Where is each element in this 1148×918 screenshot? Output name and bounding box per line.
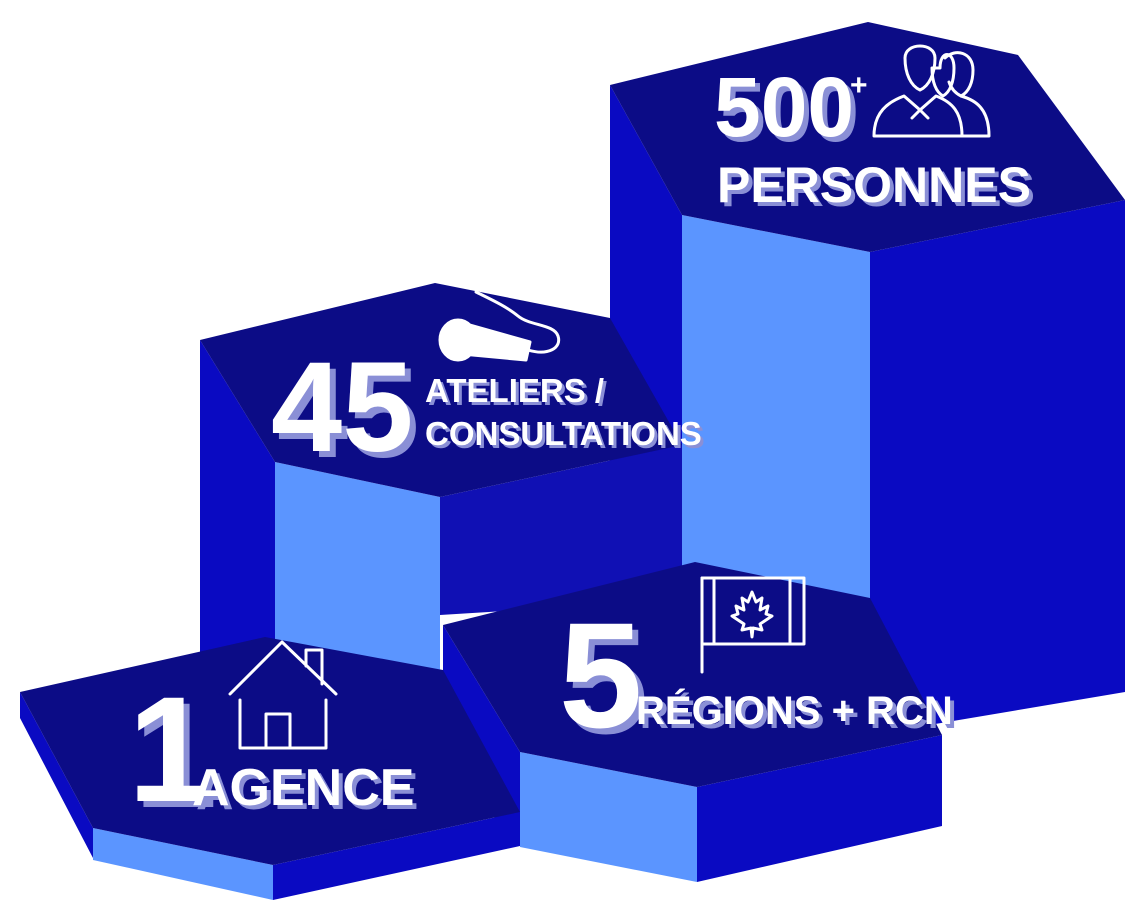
stat-personnes: 500 500 + PERSONNES PERSONNES — [714, 44, 1035, 217]
stat-regions-number: 5 — [559, 591, 642, 759]
stat-ateliers-number-shadow: 45 — [277, 342, 419, 485]
stat-ateliers: 45 45 ATELIERS / ATELIERS / CONSULTATION… — [271, 290, 705, 485]
stat-ateliers-label-line2-shadow: CONSULTATIONS — [428, 418, 705, 455]
stat-ateliers-label-line1-shadow: ATELIERS / — [428, 375, 607, 412]
prism-regions-right-face — [697, 735, 942, 882]
stat-regions-label: RÉGIONS + RCN — [636, 688, 953, 733]
stat-agence-label: AGENCE — [192, 759, 414, 817]
prism-regions-front-face — [520, 752, 697, 882]
stat-personnes-suffix: + — [850, 69, 868, 102]
prism-ateliers-top-face — [200, 283, 682, 497]
stat-agence-number-shadow: 1 — [134, 671, 217, 839]
stat-ateliers-label-line1: ATELIERS / — [425, 372, 604, 409]
stat-regions: 5 5 RÉGIONS + RCN RÉGIONS + RCN — [559, 576, 957, 765]
microphone-icon — [438, 290, 561, 362]
canada-flag-icon — [700, 576, 806, 674]
prism-personnes-top-face — [610, 22, 1125, 252]
prism-agence-left-side — [20, 692, 93, 858]
prism-personnes-right-face — [870, 200, 1125, 735]
stat-ateliers-label-line2: CONSULTATIONS — [425, 415, 702, 452]
prism-agence — [20, 637, 520, 900]
prism-ateliers-front-face — [275, 462, 440, 675]
prism-agence-top-face — [20, 637, 520, 865]
stat-personnes-label-shadow: PERSONNES — [721, 161, 1035, 217]
people-icon — [872, 44, 991, 138]
prism-ateliers — [200, 283, 682, 675]
stat-personnes-number-shadow: 500 — [719, 65, 859, 159]
stat-personnes-number: 500 — [714, 60, 854, 154]
prism-personnes — [610, 22, 1125, 735]
stat-agence-number: 1 — [128, 665, 211, 833]
prism-ateliers-right-face — [440, 445, 682, 615]
prism-agence-front-face — [93, 828, 273, 900]
stat-regions-label-shadow: RÉGIONS + RCN — [640, 692, 957, 737]
stat-regions-number-shadow: 5 — [565, 597, 648, 765]
prism-agence-right-face — [273, 812, 520, 900]
prism-ateliers-left-side — [200, 340, 275, 660]
stat-agence-label-shadow: AGENCE — [196, 763, 418, 821]
prism-personnes-front-face — [682, 215, 870, 600]
stat-agence: 1 1 AGENCE AGENCE — [128, 640, 418, 839]
house-icon — [228, 640, 338, 750]
stat-personnes-label: PERSONNES — [717, 157, 1031, 213]
stat-ateliers-number: 45 — [271, 336, 413, 479]
prism-regions-top-face — [443, 562, 942, 787]
